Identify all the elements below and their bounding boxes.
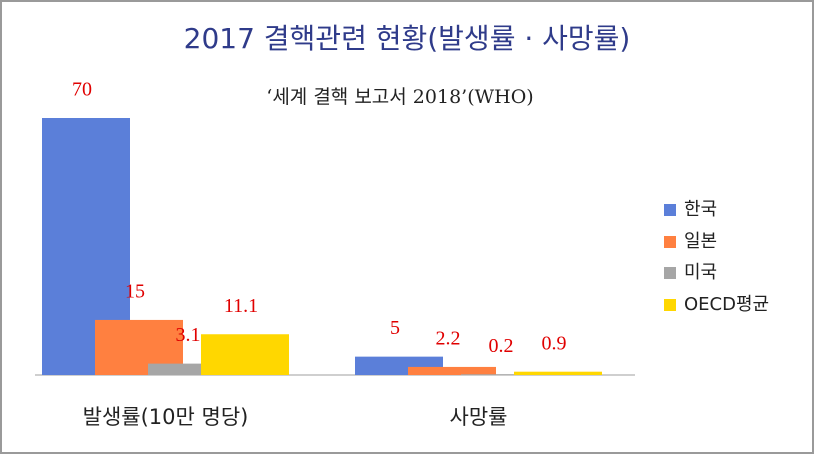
bar [461,374,549,375]
value-label: 15 [125,281,145,303]
value-label: 11.1 [224,295,258,317]
value-label: 0.9 [542,332,567,354]
value-label: 70 [72,79,92,101]
x-tick-label: 발생률(10만 명당) [83,405,249,429]
chart-subtitle: ‘세계 결핵 보고서 2018’(WHO) [266,86,533,108]
bar [514,371,602,375]
bar [148,363,236,375]
legend-swatch [664,267,676,279]
value-label: 2.2 [436,328,461,350]
x-tick-label: 사망률 [450,405,508,429]
legend-label: 미국 [684,262,717,283]
value-label: 3.1 [176,324,201,346]
legend-label: 일본 [684,231,717,252]
bar [201,334,289,375]
value-label: 5 [390,317,400,339]
chart-title: 2017 결핵관련 현황(발생률 · 사망률) [184,22,631,55]
legend-swatch [664,236,676,248]
legend-label: 한국 [684,199,717,220]
bar [408,366,496,375]
value-label: 0.2 [489,335,514,357]
legend-label: OECD평균 [684,294,769,315]
legend-swatch [664,204,676,216]
legend-swatch [664,299,676,311]
